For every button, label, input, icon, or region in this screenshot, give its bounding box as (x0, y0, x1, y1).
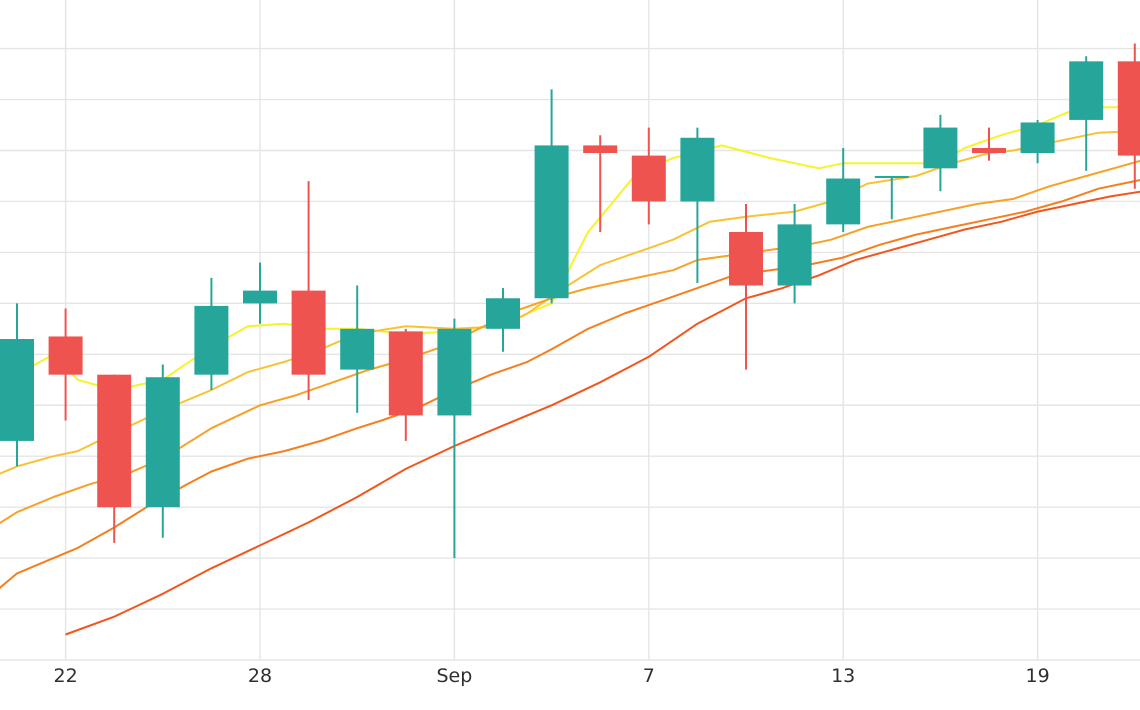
candle-body (1020, 122, 1055, 154)
candle-body (777, 224, 812, 286)
candle-body (583, 145, 618, 154)
candle-body (388, 331, 423, 416)
x-tick-label: 22 (54, 665, 78, 687)
moving-average-line-1 (0, 104, 1140, 391)
candle (243, 262, 277, 324)
candle (1020, 119, 1055, 164)
candle-body (1117, 61, 1140, 156)
moving-average-lines (0, 104, 1140, 636)
candle-body (972, 147, 1006, 154)
candle (1117, 43, 1140, 189)
candle-body (923, 127, 958, 169)
candle-body (194, 305, 229, 375)
candle-body (243, 290, 277, 304)
candle (826, 147, 861, 233)
candle (48, 308, 83, 421)
candle (729, 203, 763, 370)
moving-average-line-5 (65, 190, 1140, 636)
candle (583, 135, 618, 233)
candle (486, 288, 520, 352)
candle-body (340, 328, 375, 370)
candle (680, 127, 715, 283)
x-tick-label: 7 (643, 665, 655, 687)
candle-body (437, 328, 472, 416)
x-tick-label: 19 (1026, 665, 1050, 687)
candle (291, 181, 326, 401)
candle (874, 175, 909, 220)
candle (0, 303, 34, 467)
candle (194, 277, 229, 390)
candle-body (729, 232, 763, 286)
x-tick-label: 28 (248, 665, 272, 687)
candle-body (291, 290, 326, 375)
candle-body (486, 298, 520, 329)
candle-body (680, 137, 715, 202)
candle-body (48, 336, 83, 375)
candle (631, 127, 666, 225)
candle-body (874, 175, 909, 178)
candle-body (97, 374, 132, 508)
grid (0, 0, 1140, 661)
x-tick-label: 13 (831, 665, 855, 687)
candle (534, 89, 569, 304)
candle-body (0, 339, 34, 441)
candles (0, 43, 1140, 559)
candle-body (145, 377, 180, 508)
candle (97, 374, 132, 543)
moving-average-line-4 (0, 178, 1140, 589)
candle-body (534, 145, 569, 299)
candle (340, 285, 375, 413)
candle (145, 364, 180, 538)
candle (923, 114, 958, 192)
candle-body (1069, 61, 1104, 120)
candle (1069, 56, 1104, 171)
candle-body (631, 155, 666, 202)
candle (437, 318, 472, 559)
x-tick-label: Sep (436, 665, 472, 687)
candle-body (826, 178, 861, 225)
candle (972, 127, 1006, 161)
moving-average-line-3 (0, 159, 1140, 525)
candle (777, 203, 812, 304)
x-axis: 22 28 Sep 7 13 19 (54, 665, 1050, 687)
candle (388, 328, 423, 441)
